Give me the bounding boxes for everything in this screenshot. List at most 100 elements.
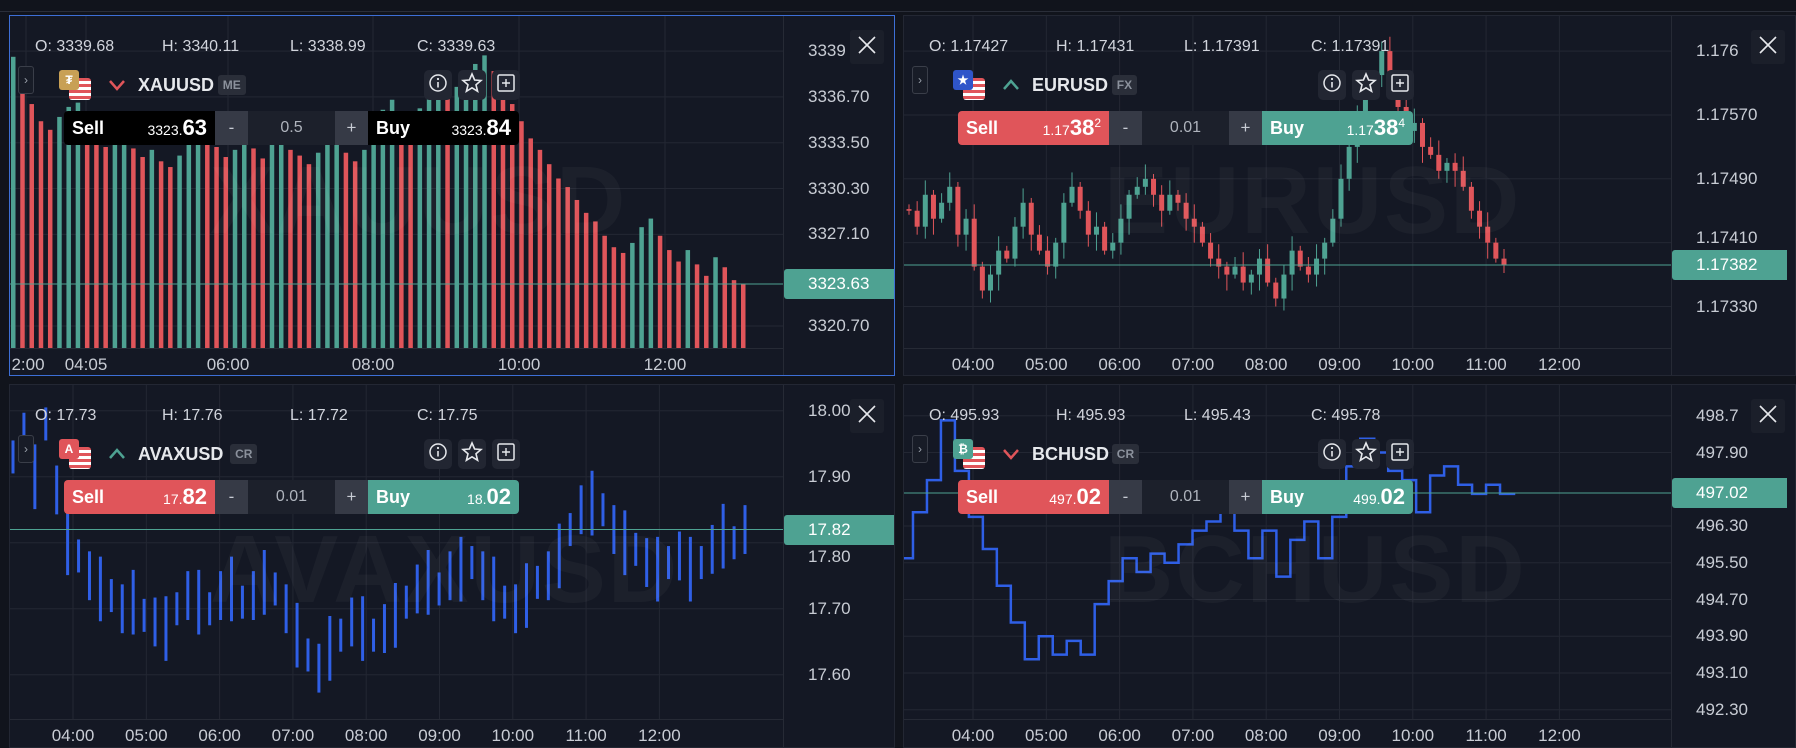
chart-panel-xauusd[interactable]: XAUUSD O: 3339.68 H: 3340.11 L: 3338.99 C: 3… <box>9 15 895 376</box>
candle-body <box>1191 218 1197 227</box>
close-panel-button[interactable] <box>850 30 884 64</box>
quantity-input[interactable]: 0.01 <box>1142 480 1229 514</box>
ohlc-o: O: 17.73 <box>35 407 97 424</box>
column-bar <box>417 108 423 348</box>
chart-panel-eurusd[interactable]: EURUSD O: 1.17427 H: 1.17431 L: 1.17391 C: 1… <box>903 15 1796 376</box>
price-axis[interactable]: 3339 3336.70 3333.50 3330.30 3327.10 3320.70 3… <box>783 16 894 375</box>
symbol-name[interactable]: AVAXUSD <box>138 444 224 464</box>
price-chart[interactable] <box>904 385 1671 719</box>
add-chart-icon <box>496 442 516 467</box>
quantity-decrease-button[interactable]: - <box>215 111 248 145</box>
time-tick-label: 09:00 <box>418 726 461 745</box>
quantity-decrease-button[interactable]: - <box>1109 111 1142 145</box>
column-bar <box>251 148 256 348</box>
add-chart-button[interactable] <box>1386 439 1414 469</box>
quantity-increase-button[interactable]: + <box>335 480 368 514</box>
time-tick-label: 04:00 <box>951 355 995 374</box>
sell-button[interactable]: Sell 497.02 <box>958 480 1109 514</box>
chart-panel-bchusd[interactable]: BCHUSD O: 495.93 H: 495.93 L: 495.43 C: 495.… <box>903 384 1796 748</box>
candle-body <box>1330 218 1336 243</box>
price-chart[interactable] <box>904 16 1671 348</box>
price-chart[interactable] <box>10 16 783 348</box>
price-chart[interactable] <box>10 385 783 719</box>
quantity-decrease-button[interactable]: - <box>1109 480 1142 514</box>
candle-body <box>1208 242 1214 259</box>
price-axis[interactable]: 1.176 1.17570 1.17490 1.17410 1.17330 1.17382 <box>1671 16 1795 375</box>
star-button[interactable] <box>1352 70 1380 100</box>
expand-chevron-icon[interactable]: › <box>18 435 34 463</box>
candle-body <box>1045 250 1051 267</box>
sell-button[interactable]: Sell 3323.63 <box>64 111 215 145</box>
quantity-increase-button[interactable]: + <box>1229 111 1262 145</box>
candle-body <box>1118 218 1124 243</box>
time-axis[interactable]: 04:00 05:00 06:00 07:00 08:00 09:00 10:00 11:00… <box>10 719 783 747</box>
price-axis[interactable]: 498.7 497.90 496.30 495.50 494.70 493.90 493.1… <box>1671 385 1795 747</box>
price-tick-label: 3339 <box>808 41 846 61</box>
column-bar <box>445 95 450 348</box>
star-button[interactable] <box>458 70 486 100</box>
time-axis[interactable]: 2:00 04:05 06:00 08:00 10:00 12:00 <box>10 348 783 375</box>
column-bar <box>546 164 552 348</box>
time-axis[interactable]: 04:00 05:00 06:00 07:00 08:00 09:00 10:00 11:00… <box>904 719 1671 747</box>
close-panel-button[interactable] <box>1751 30 1785 64</box>
symbol-name[interactable]: EURUSD <box>1032 75 1109 95</box>
info-button[interactable] <box>1318 439 1346 469</box>
quantity-increase-button[interactable]: + <box>335 111 368 145</box>
candle-body <box>1240 266 1246 283</box>
column-bar <box>20 66 25 348</box>
time-axis[interactable]: 04:00 05:00 06:00 07:00 08:00 09:00 10:00 11:00… <box>904 348 1671 375</box>
symbol-name[interactable]: BCHUSD <box>1032 444 1110 464</box>
add-chart-button[interactable] <box>492 70 520 100</box>
buy-button[interactable]: Buy 18.02 <box>368 480 519 514</box>
column-bar <box>242 138 247 348</box>
sell-button[interactable]: Sell 17.82 <box>64 480 215 514</box>
buy-button[interactable]: Buy 1.17384 <box>1262 111 1413 145</box>
expand-chevron-icon[interactable]: › <box>912 435 928 463</box>
expand-chevron-icon[interactable]: › <box>912 66 928 94</box>
buy-button[interactable]: Buy 499.02 <box>1262 480 1413 514</box>
symbol-name[interactable]: XAUUSD <box>138 75 215 95</box>
price-tick-label: 495.50 <box>1696 552 1748 572</box>
candle-body <box>1159 194 1165 211</box>
column-bar <box>694 264 700 348</box>
quantity-decrease-button[interactable]: - <box>215 480 248 514</box>
add-chart-button[interactable] <box>1386 70 1414 100</box>
candle-body <box>1468 186 1474 211</box>
candle-body <box>1273 282 1279 299</box>
column-bar <box>121 126 127 348</box>
candle-body <box>939 202 945 219</box>
info-button[interactable] <box>424 70 452 100</box>
star-icon <box>1355 71 1377 99</box>
candle-body <box>1232 266 1238 275</box>
star-button[interactable] <box>1352 439 1380 469</box>
symbol-flag: ₮ <box>59 70 93 102</box>
expand-chevron-icon[interactable]: › <box>18 66 34 94</box>
chart-panel-avaxusd[interactable]: AVAXUSD O: 17.73 H: 17.76 L: 17.72 C: 17.75 ›… <box>9 384 895 748</box>
buy-price-prefix: 18. <box>467 491 487 507</box>
column-bar <box>288 149 293 348</box>
star-button[interactable] <box>458 439 486 469</box>
time-tick-label: 12:00 <box>638 726 681 745</box>
time-tick-label: 04:05 <box>64 355 108 374</box>
quantity-increase-button[interactable]: + <box>1229 480 1262 514</box>
quantity-input[interactable]: 0.01 <box>248 480 335 514</box>
info-button[interactable] <box>1318 70 1346 100</box>
column-bar <box>223 157 229 348</box>
close-panel-button[interactable] <box>1751 399 1785 433</box>
column-bar <box>11 56 16 348</box>
add-chart-button[interactable] <box>492 439 520 469</box>
info-button[interactable] <box>424 439 452 469</box>
candle-body <box>1110 242 1116 251</box>
sell-button[interactable]: Sell 1.17382 <box>958 111 1109 145</box>
quantity-input[interactable]: 0.01 <box>1142 111 1229 145</box>
candle-body <box>1362 91 1368 115</box>
price-axis[interactable]: 18.00 17.90 17.80 17.70 17.60 17.82 <box>783 385 894 747</box>
sell-price-pips: 82 <box>182 484 207 509</box>
quantity-input[interactable]: 0.5 <box>248 111 335 145</box>
trend-down-icon <box>1000 443 1022 465</box>
close-panel-button[interactable] <box>850 399 884 433</box>
column-bar <box>620 252 626 348</box>
candle-body <box>1346 146 1352 179</box>
buy-button[interactable]: Buy 3323.84 <box>368 111 519 145</box>
candle-body <box>1379 51 1385 76</box>
